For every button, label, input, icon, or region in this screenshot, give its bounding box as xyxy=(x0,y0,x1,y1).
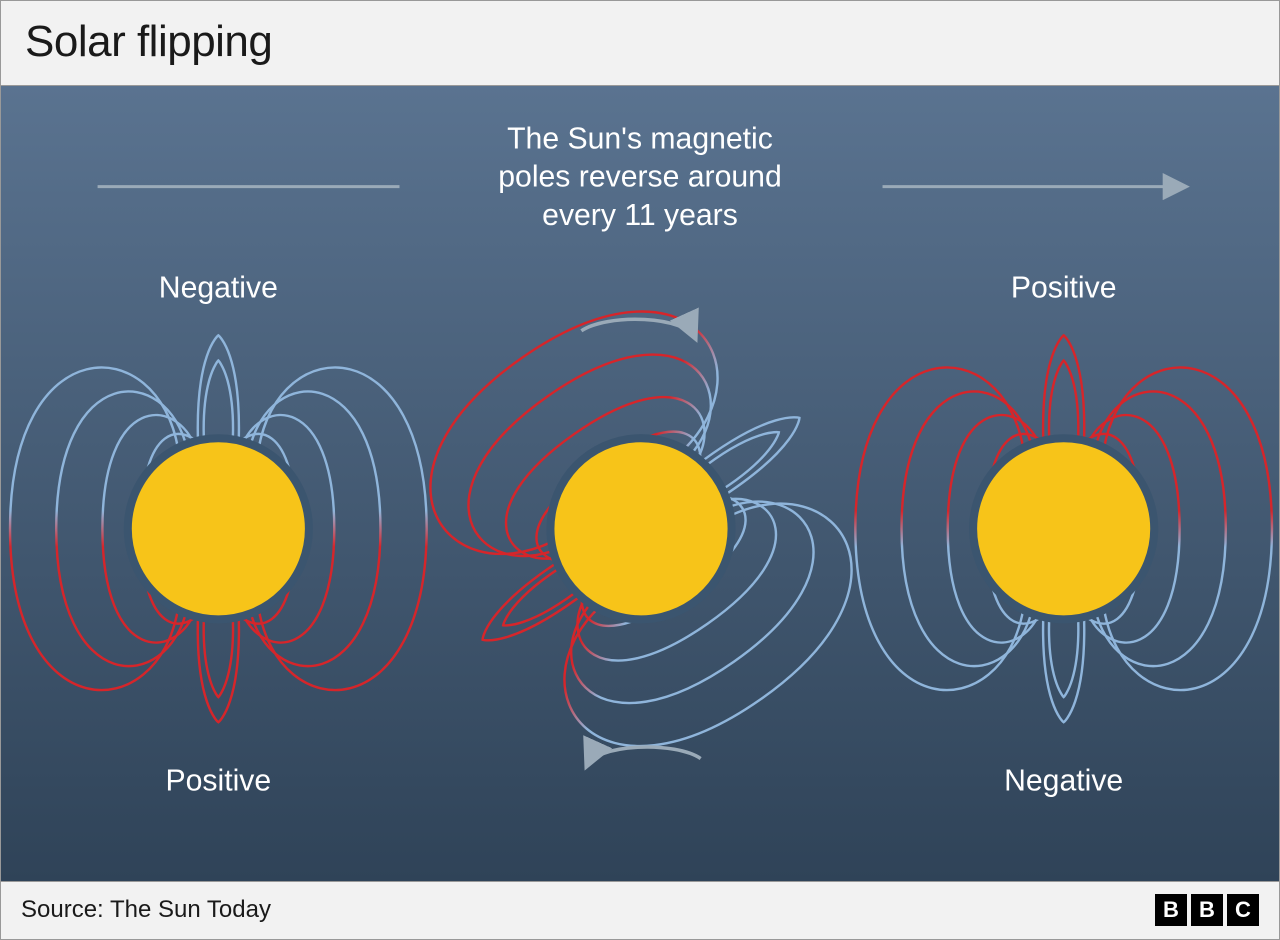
pole-label-bottom: Positive xyxy=(166,764,272,797)
pole-label-top: Positive xyxy=(1011,271,1117,304)
subtitle-line: The Sun's magnetic xyxy=(507,122,773,155)
diagram-area: The Sun's magnetic poles reverse around ev… xyxy=(1,85,1279,881)
diagram-svg: The Sun's magnetic poles reverse around ev… xyxy=(1,86,1279,881)
pole-label-bottom: Negative xyxy=(1004,764,1123,797)
bbc-logo-b2: B xyxy=(1191,894,1223,926)
source-text: Source: The Sun Today xyxy=(21,896,271,924)
bbc-logo: B B C xyxy=(1155,894,1259,926)
bbc-logo-b1: B xyxy=(1155,894,1187,926)
page-title: Solar flipping xyxy=(25,17,1255,67)
title-bar: Solar flipping xyxy=(1,1,1279,85)
subtitle-line: poles reverse around xyxy=(498,161,781,194)
subtitle-line: every 11 years xyxy=(542,199,738,232)
sun-disk xyxy=(973,438,1154,619)
pole-label-top: Negative xyxy=(159,271,278,304)
bbc-logo-c: C xyxy=(1227,894,1259,926)
footer: Source: The Sun Today B B C xyxy=(1,881,1279,939)
sun-disk xyxy=(128,438,309,619)
